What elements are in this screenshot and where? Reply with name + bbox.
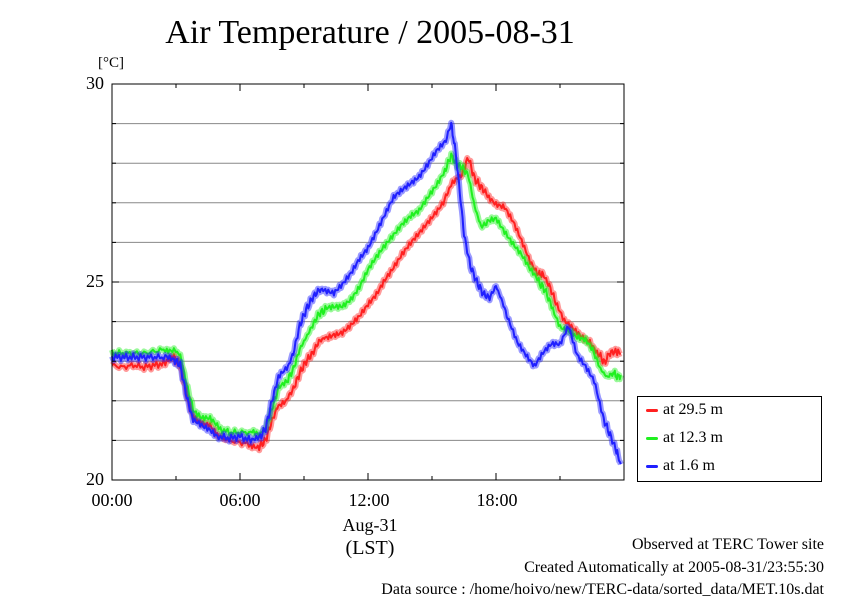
series-line-1 <box>111 152 622 437</box>
footer-site: Observed at TERC Tower site <box>631 536 824 553</box>
legend-label-1-6m: at 1.6 m <box>663 457 715 474</box>
axis-ticks <box>111 83 625 481</box>
series-line-2 <box>111 121 622 465</box>
legend: at 29.5 m at 12.3 m at 1.6 m <box>637 396 822 482</box>
legend-item-12-3m: at 12.3 m <box>646 429 723 447</box>
x-tick-label-1200: 12:00 <box>348 490 390 510</box>
x-date-label: Aug-31 <box>342 515 398 535</box>
series-layer <box>109 119 624 466</box>
legend-swatch-red <box>646 408 658 412</box>
x-tick-label-0600: 06:00 <box>219 490 261 510</box>
y-axis-unit-label: [°C] <box>98 55 124 71</box>
legend-label-12-3m: at 12.3 m <box>663 429 723 446</box>
chart-title: Air Temperature / 2005-08-31 <box>165 14 575 51</box>
x-timezone-label: (LST) <box>345 537 395 559</box>
legend-swatch-blue <box>646 464 658 468</box>
footer-created: Created Automatically at 2005-08-31/23:5… <box>524 559 824 576</box>
x-tick-label-0000: 00:00 <box>91 490 133 510</box>
legend-label-29-5m: at 29.5 m <box>663 401 723 418</box>
y-tick-label-25: 25 <box>86 271 104 291</box>
x-tick-label-1800: 18:00 <box>476 490 518 510</box>
legend-swatch-green <box>646 436 658 440</box>
y-tick-label-30: 30 <box>86 73 104 93</box>
legend-item-29-5m: at 29.5 m <box>646 401 723 419</box>
y-tick-label-20: 20 <box>86 469 104 489</box>
legend-item-1-6m: at 1.6 m <box>646 457 715 475</box>
footer-source: Data source : /home/hoivo/new/TERC-data/… <box>381 581 824 598</box>
